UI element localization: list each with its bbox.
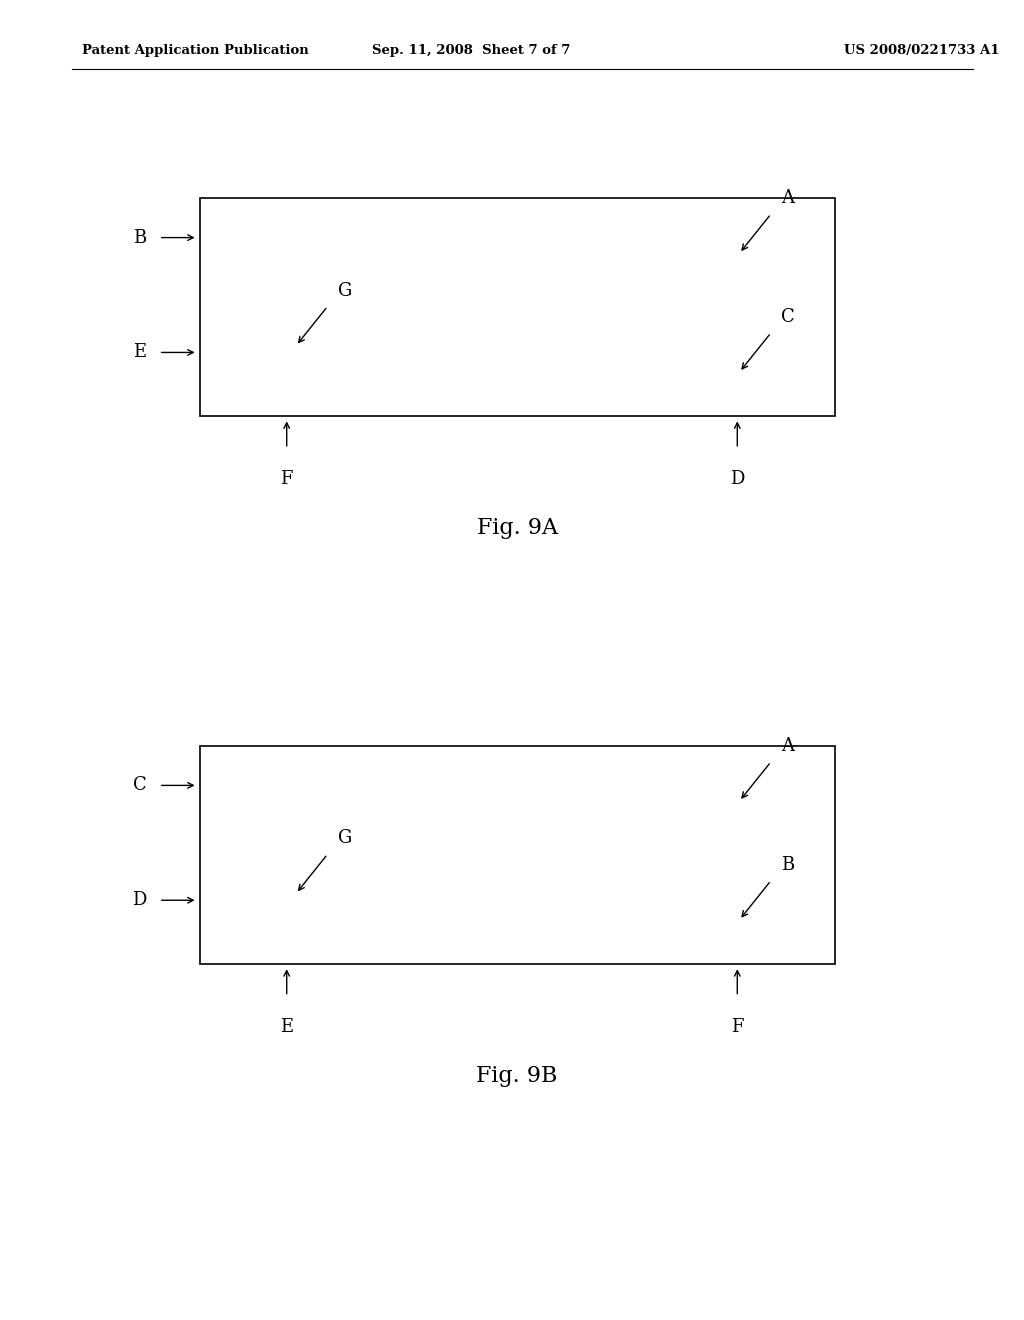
Bar — [200, 198, 835, 416]
Text: D: D — [132, 891, 146, 909]
Text: F: F — [281, 470, 293, 488]
Text: Sep. 11, 2008  Sheet 7 of 7: Sep. 11, 2008 Sheet 7 of 7 — [372, 44, 570, 57]
Text: US 2008/0221733 A1: US 2008/0221733 A1 — [844, 44, 999, 57]
Text: Patent Application Publication: Patent Application Publication — [82, 44, 308, 57]
Text: B: B — [781, 855, 795, 874]
Text: A: A — [781, 737, 795, 755]
Text: E: E — [133, 343, 146, 362]
Text: Fig. 9A: Fig. 9A — [476, 517, 558, 539]
Text: C: C — [133, 776, 146, 795]
Text: Fig. 9B: Fig. 9B — [476, 1065, 558, 1086]
Text: G: G — [338, 281, 352, 300]
Text: D: D — [730, 470, 744, 488]
Text: B: B — [133, 228, 146, 247]
Text: F: F — [731, 1018, 743, 1036]
Text: C: C — [781, 308, 795, 326]
Bar — [200, 746, 835, 964]
Text: G: G — [338, 829, 352, 847]
Text: A: A — [781, 189, 795, 207]
Text: E: E — [281, 1018, 293, 1036]
